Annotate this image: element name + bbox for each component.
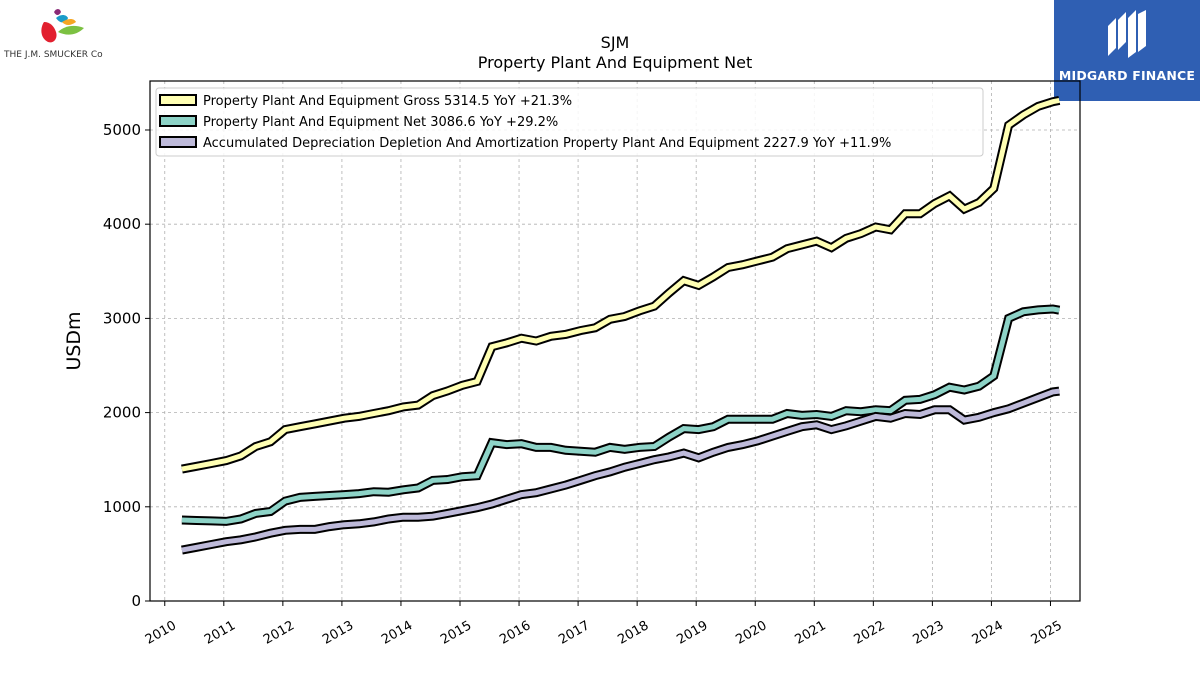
legend-swatch <box>159 94 197 106</box>
x-tick-label: 2024 <box>970 618 1006 648</box>
y-tick-label: 3000 <box>103 309 141 327</box>
smucker-fruit-logo-icon <box>41 9 84 43</box>
chart-subtitle: Property Plant And Equipment Net <box>478 53 753 72</box>
chart-title: SJM <box>601 33 630 52</box>
publisher-logo: MIDGARD FINANCE <box>1054 0 1200 101</box>
legend-entry: Property Plant And Equipment Net 3086.6 … <box>203 115 558 130</box>
x-tick-label: 2012 <box>261 618 297 648</box>
y-tick-label: 1000 <box>103 498 141 516</box>
x-tick-label: 2010 <box>143 618 179 648</box>
axis-ticks: 2010 2011 2012 2013 2014 2015 2016 2017 2018 2019… <box>103 121 1065 648</box>
series-layer <box>181 95 1061 555</box>
series-line <box>181 388 1060 553</box>
series-line <box>181 306 1060 524</box>
company-logo-text: THE J.M. SMUCKER Co <box>4 50 103 60</box>
legend-entry: Accumulated Depreciation Depletion And A… <box>203 136 891 151</box>
x-tick-label: 2021 <box>792 618 828 648</box>
x-tick-label: 2011 <box>202 618 238 648</box>
x-tick-label: 2022 <box>852 618 888 648</box>
publisher-logo-text: MIDGARD FINANCE <box>1058 68 1196 83</box>
series-line <box>181 97 1060 472</box>
legend-swatch <box>159 115 197 127</box>
y-axis-label: USDm <box>63 311 85 370</box>
x-tick-label: 2018 <box>615 618 651 648</box>
x-tick-label: 2013 <box>320 618 356 648</box>
x-tick-label: 2023 <box>911 618 947 648</box>
x-tick-label: 2020 <box>733 618 769 648</box>
x-tick-label: 2014 <box>379 618 415 648</box>
y-tick-label: 5000 <box>103 121 141 139</box>
legend-swatch <box>159 136 197 148</box>
legend-box <box>155 87 984 157</box>
x-tick-label: 2017 <box>556 618 592 648</box>
x-tick-label: 2015 <box>438 618 474 648</box>
company-logo: THE J.M. SMUCKER Co <box>4 4 122 66</box>
x-tick-label: 2025 <box>1029 618 1065 648</box>
legend-entry: Property Plant And Equipment Gross 5314.… <box>203 94 572 109</box>
x-tick-label: 2016 <box>497 618 533 648</box>
midgard-m-logo-icon <box>1108 10 1146 58</box>
y-tick-label: 4000 <box>103 215 141 233</box>
y-tick-label: 2000 <box>103 404 141 422</box>
x-tick-label: 2019 <box>674 618 710 648</box>
plot-frame <box>149 80 1081 602</box>
y-tick-label: 0 <box>131 592 141 610</box>
chart-legend: Property Plant And Equipment Gross 5314.… <box>155 87 984 157</box>
chart-grid <box>150 81 1080 602</box>
